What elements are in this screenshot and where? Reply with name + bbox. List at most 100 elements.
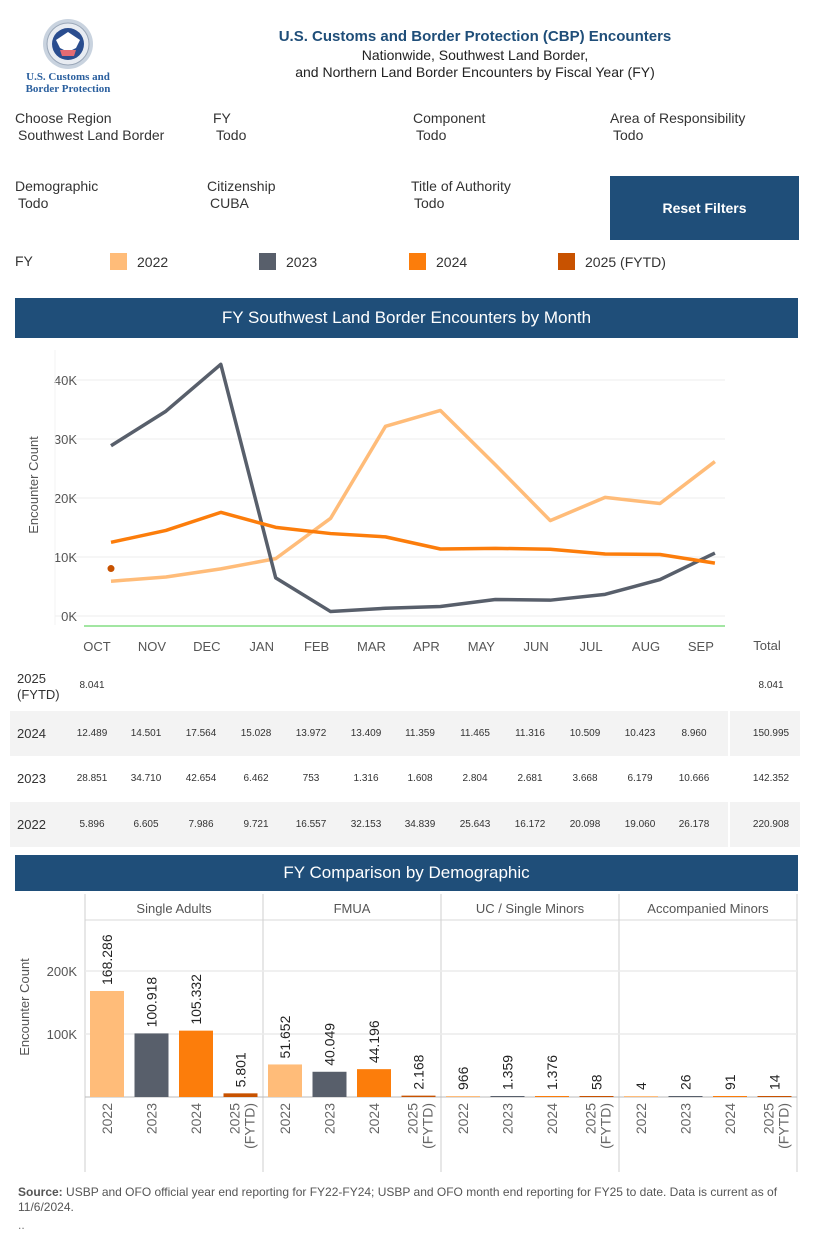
table-cell: 16.172 [514, 819, 546, 830]
series-line-2024 [110, 510, 716, 565]
x-tick-label: MAY [468, 639, 496, 654]
bar-uc-single-minors-2024 [535, 1096, 569, 1097]
bar-uc-single-minors-2022 [446, 1096, 480, 1097]
filter-label: Demographic [15, 178, 99, 194]
filter-value[interactable]: Southwest Land Border [18, 127, 165, 143]
table-cell: 14.501 [130, 728, 162, 739]
filter-label: Component [413, 110, 486, 126]
table-cell: 8.041 [79, 680, 105, 691]
panel-title: UC / Single Minors [476, 901, 585, 916]
subtitle-line2: and Northern Land Border Encounters by F… [295, 64, 655, 80]
table-total-cell: 8.041 [758, 680, 784, 691]
x-tick-label: MAR [357, 639, 386, 654]
x-category-label-suffix: (FYTD) [776, 1103, 792, 1149]
table-cell: 28.851 [76, 773, 108, 784]
table-cell: 19.060 [624, 819, 656, 830]
table-cell: 9.721 [243, 819, 269, 830]
source-note: Source: USBP and OFO official year end r… [18, 1185, 803, 1215]
bar-fmua-2023 [312, 1071, 347, 1097]
table-cell: 10.666 [678, 773, 710, 784]
table-cell: 1.608 [407, 773, 433, 784]
table-row: 2022 5.896 6.605 7.986 9.721 16.557 32.153 34.8… [10, 802, 800, 847]
panel-title: Single Adults [136, 901, 212, 916]
x-tick-label: JAN [249, 639, 274, 654]
cbp-seal-icon [43, 19, 93, 69]
series-line-2022 [110, 408, 716, 583]
filter-component[interactable]: Component Todo [413, 110, 485, 144]
table-cell: 10.509 [569, 728, 601, 739]
table-cell: 10.423 [624, 728, 656, 739]
source-trailer: .. [18, 1218, 25, 1232]
y-tick-label: 10K [54, 550, 77, 565]
source-label: Source: [18, 1185, 63, 1199]
cbp-logo [18, 18, 118, 98]
filter-demographic[interactable]: Demographic Todo [15, 178, 98, 212]
table-cell: 1.316 [353, 773, 379, 784]
series-point-2025 [107, 565, 115, 573]
x-tick-label: JUL [580, 639, 603, 654]
table-cell: 26.178 [678, 819, 710, 830]
reset-filters-button[interactable]: Reset Filters [610, 176, 799, 240]
x-category-label: 2023 [678, 1103, 694, 1134]
filter-value[interactable]: CUBA [210, 195, 249, 211]
filter-fy[interactable]: FY Todo [213, 110, 246, 144]
filter-value[interactable]: Todo [416, 127, 447, 143]
table-cell: 11.316 [515, 728, 545, 739]
table-cell: 753 [302, 773, 320, 784]
table-cell: 13.409 [350, 728, 382, 739]
filter-area-of-responsibility[interactable]: Area of Responsibility Todo [610, 110, 745, 144]
x-category-label: 2022 [99, 1103, 115, 1134]
filter-citizenship[interactable]: Citizenship CUBA [207, 178, 275, 212]
x-category-label-suffix: (FYTD) [420, 1103, 436, 1149]
bar-single-adults-2023 [134, 1033, 169, 1097]
bar-value-label: 168.286 [99, 934, 115, 985]
table-cell: 20.098 [569, 819, 601, 830]
bar-single-adults-2025 [223, 1093, 258, 1097]
table-cell: 42.654 [185, 773, 217, 784]
x-category-label: 2025 [583, 1103, 599, 1134]
table-cell: 3.668 [572, 773, 598, 784]
table-total-cell: 150.995 [752, 728, 790, 739]
x-category-label-suffix: (FYTD) [598, 1103, 614, 1149]
x-category-label: 2022 [633, 1103, 649, 1134]
bar-single-adults-2024 [179, 1030, 213, 1097]
table-cell: 12.489 [76, 728, 108, 739]
filter-label: Title of Authority [411, 178, 511, 194]
legend-item-2024[interactable]: 2024 [409, 253, 467, 270]
filter-value[interactable]: Todo [613, 127, 644, 143]
bar-value-label: 105.332 [188, 974, 204, 1025]
filter-value[interactable]: Todo [18, 195, 49, 211]
row-year-label: 2025 (FYTD) [17, 671, 60, 703]
x-category-label: 2025 [761, 1103, 777, 1134]
legend-item-2022[interactable]: 2022 [110, 253, 168, 270]
bar-value-label: 51.652 [277, 1015, 293, 1058]
filter-title-of-authority[interactable]: Title of Authority Todo [411, 178, 511, 212]
filter-value[interactable]: Todo [414, 195, 445, 211]
x-tick-label: OCT [83, 639, 111, 654]
x-category-label: 2024 [544, 1103, 560, 1134]
legend-title: FY [15, 253, 33, 269]
filter-region[interactable]: Choose Region Southwest Land Border [15, 110, 164, 144]
y-axis-title: Encounter Count [17, 958, 32, 1056]
table-cell: 6.462 [243, 773, 269, 784]
bar-value-label: 44.196 [366, 1020, 382, 1063]
legend-swatch [259, 253, 276, 270]
bar-accompanied-minors-2022 [624, 1096, 658, 1097]
row-year-label: 2023 [17, 771, 46, 786]
y-tick-label: 200K [47, 964, 78, 979]
table-cell: 5.896 [79, 819, 105, 830]
x-category-label: 2025 [227, 1103, 243, 1134]
table-cell: 11.465 [460, 728, 490, 739]
legend-label: 2024 [436, 253, 468, 270]
legend-item-2025[interactable]: 2025 (FYTD) [558, 253, 666, 270]
filter-value[interactable]: Todo [216, 127, 247, 143]
legend-item-2023[interactable]: 2023 [259, 253, 317, 270]
table-cell: 16.557 [295, 819, 327, 830]
monthly-section-header: FY Southwest Land Border Encounters by M… [15, 298, 798, 338]
y-tick-label: 100K [47, 1027, 78, 1042]
bar-fmua-2025 [401, 1095, 436, 1097]
bar-uc-single-minors-2023 [490, 1096, 525, 1097]
bar-value-label: 100.918 [144, 977, 160, 1028]
bar-accompanied-minors-2025 [757, 1096, 792, 1097]
bar-uc-single-minors-2025 [579, 1096, 614, 1097]
